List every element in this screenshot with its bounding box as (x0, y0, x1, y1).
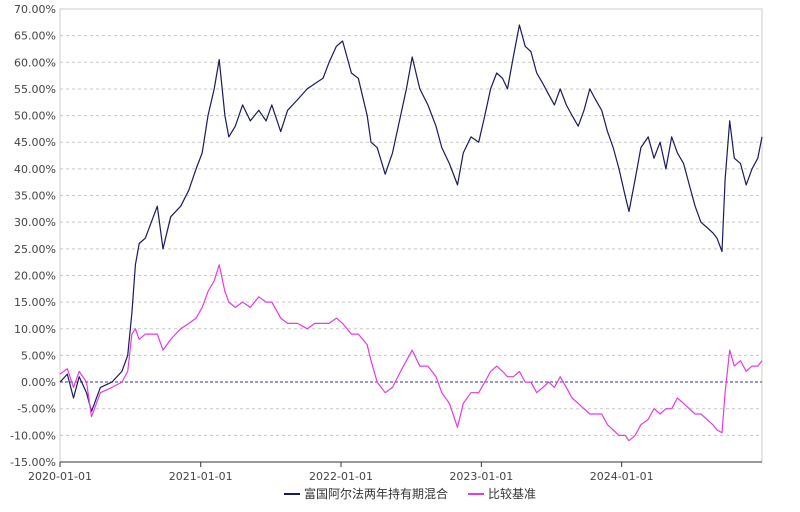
y-tick-label: 65.00% (14, 30, 56, 43)
y-tick-label: 0.00% (21, 376, 56, 389)
series-line-benchmark (59, 264, 763, 442)
y-tick-label: 70.00% (14, 3, 56, 16)
legend-label-fund: 富国阿尔法两年持有期混合 (304, 486, 448, 501)
y-tick-label: -10.00% (10, 429, 56, 442)
y-tick-label: 45.00% (14, 136, 56, 149)
y-tick-label: 60.00% (14, 56, 56, 69)
x-tick-label: 2022-01-01 (309, 470, 373, 483)
x-axis: 2020-01-01 2021-01-01 2022-01-01 2023-01-01… (28, 461, 762, 483)
plot-border (59, 8, 763, 463)
x-tick-label: 2023-01-01 (449, 470, 513, 483)
y-tick-label: 55.00% (14, 83, 56, 96)
y-tick-label: 20.00% (14, 269, 56, 282)
legend: 富国阿尔法两年持有期混合 比较基准 (284, 486, 536, 501)
y-tick-label: 5.00% (21, 349, 56, 362)
y-tick-label: 15.00% (14, 296, 56, 309)
y-tick-label: 25.00% (14, 243, 56, 256)
x-tick-label: 2024-01-01 (590, 470, 654, 483)
y-tick-label: -15.00% (10, 456, 56, 469)
x-tick-label: 2020-01-01 (28, 470, 92, 483)
y-tick-label: 35.00% (14, 190, 56, 203)
series-layer (59, 24, 763, 442)
y-tick-label: 30.00% (14, 216, 56, 229)
legend-label-benchmark: 比较基准 (488, 486, 536, 501)
y-tick-label: -5.00% (17, 403, 56, 416)
grid (59, 8, 763, 463)
y-tick-label: 40.00% (14, 163, 56, 176)
series-line-fund (59, 24, 763, 412)
y-tick-label: 50.00% (14, 110, 56, 123)
x-tick-label: 2021-01-01 (169, 470, 233, 483)
y-tick-label: 10.00% (14, 323, 56, 336)
y-axis: -15.00% -10.00% -5.00% 0.00% 5.00% 10.00% 15.0… (10, 3, 56, 469)
